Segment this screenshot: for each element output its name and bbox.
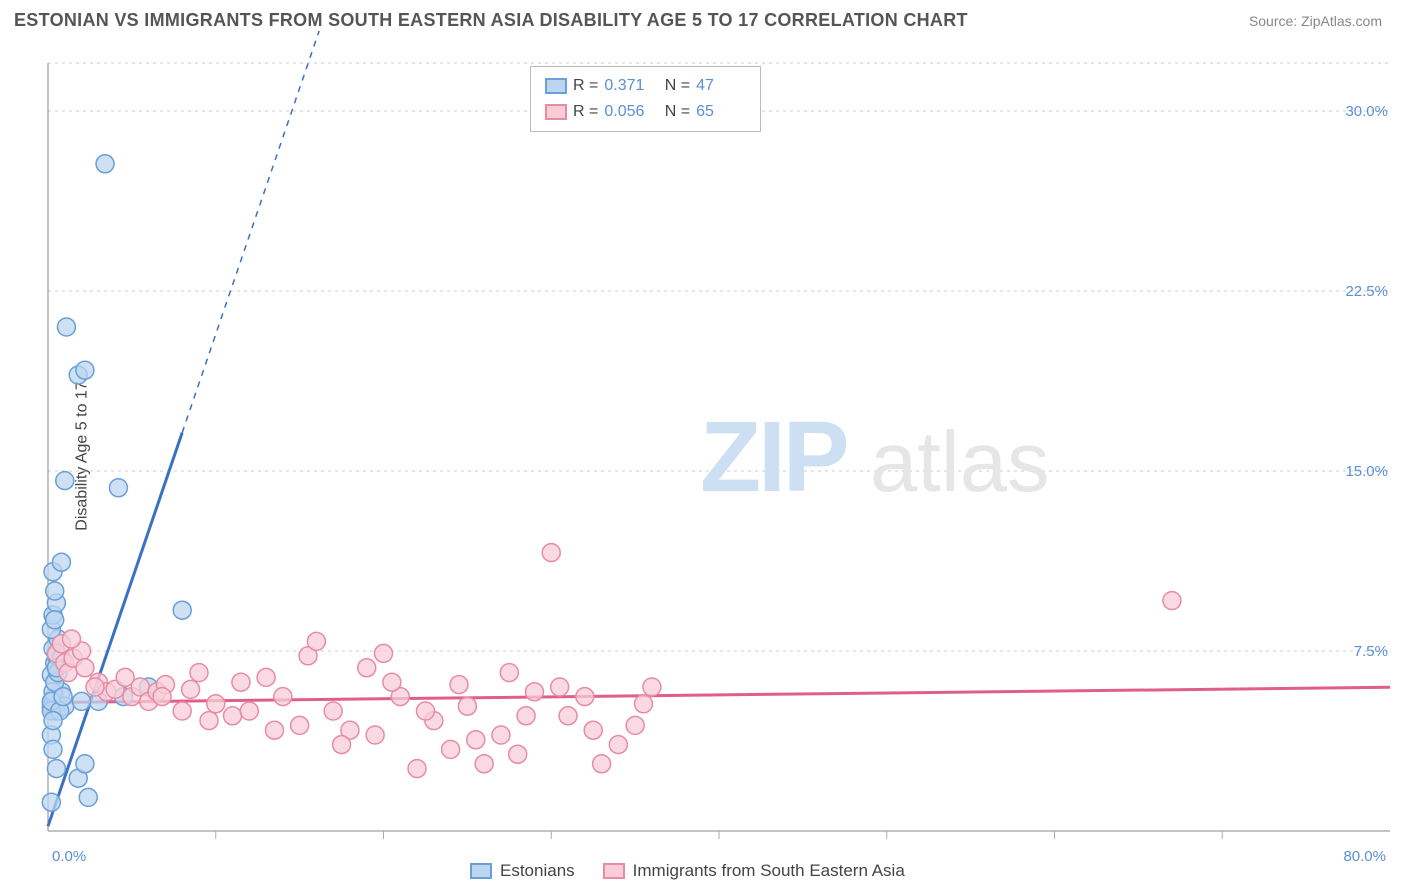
series-legend: Estonians Immigrants from South Eastern A… xyxy=(470,861,905,881)
stat-r-value: 0.056 xyxy=(604,103,654,121)
svg-text:22.5%: 22.5% xyxy=(1345,283,1388,300)
stat-n-label: N = xyxy=(660,103,690,121)
source-label: Source: ZipAtlas.com xyxy=(1249,13,1382,29)
svg-text:0.0%: 0.0% xyxy=(52,848,86,865)
stat-n-label: N = xyxy=(660,77,690,95)
svg-text:30.0%: 30.0% xyxy=(1345,103,1388,120)
legend-swatch xyxy=(545,104,567,120)
svg-text:atlas: atlas xyxy=(870,415,1050,510)
chart-title: ESTONIAN VS IMMIGRANTS FROM SOUTH EASTER… xyxy=(14,10,968,31)
legend-swatch xyxy=(545,78,567,94)
svg-text:80.0%: 80.0% xyxy=(1343,848,1386,865)
legend-swatch xyxy=(470,863,492,879)
stat-r-label: R = xyxy=(573,103,598,121)
legend-label: Immigrants from South Eastern Asia xyxy=(633,861,905,881)
stats-legend: R = 0.371 N = 47 R = 0.056 N = 65 xyxy=(530,66,761,132)
svg-text:ZIP: ZIP xyxy=(700,401,847,513)
stat-r-value: 0.371 xyxy=(604,77,654,95)
svg-text:15.0%: 15.0% xyxy=(1345,463,1388,480)
scatter-chart: 7.5% 15.0% 22.5% 30.0% 0.0% 80.0% ZIPatlas xyxy=(0,31,1406,891)
svg-text:7.5%: 7.5% xyxy=(1354,643,1388,660)
chart-area: Disability Age 5 to 17 7.5%15.0%22.5%30.… xyxy=(0,31,1406,881)
stat-n-value: 65 xyxy=(696,103,746,121)
stat-n-value: 47 xyxy=(696,77,746,95)
legend-label: Estonians xyxy=(500,861,575,881)
legend-swatch xyxy=(603,863,625,879)
stat-r-label: R = xyxy=(573,77,598,95)
